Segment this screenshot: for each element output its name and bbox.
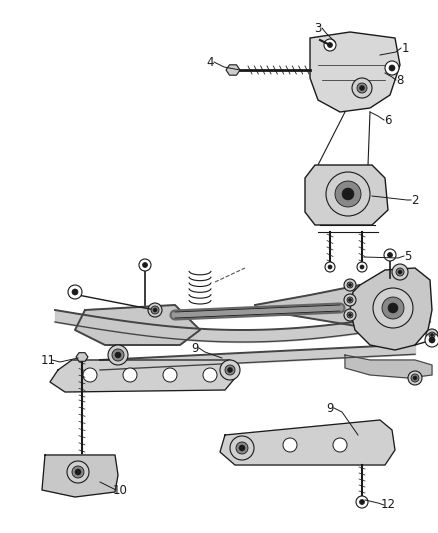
Circle shape <box>227 367 233 373</box>
Polygon shape <box>226 65 240 75</box>
Circle shape <box>426 329 438 341</box>
Circle shape <box>382 297 404 319</box>
Circle shape <box>203 368 217 382</box>
Text: 4: 4 <box>206 55 214 69</box>
Circle shape <box>83 368 97 382</box>
Circle shape <box>429 332 435 338</box>
Polygon shape <box>345 355 432 378</box>
Polygon shape <box>350 268 432 350</box>
Circle shape <box>347 282 353 288</box>
Circle shape <box>148 303 162 317</box>
Circle shape <box>411 374 419 382</box>
Polygon shape <box>310 32 400 112</box>
Circle shape <box>388 253 392 257</box>
Text: 6: 6 <box>384 114 392 126</box>
Circle shape <box>325 262 335 272</box>
Circle shape <box>342 188 354 200</box>
Text: 5: 5 <box>404 249 412 262</box>
Circle shape <box>344 309 356 321</box>
Circle shape <box>425 333 438 347</box>
Circle shape <box>72 466 84 478</box>
Circle shape <box>389 65 395 71</box>
Circle shape <box>429 337 435 343</box>
Circle shape <box>75 469 81 475</box>
Circle shape <box>112 349 124 361</box>
Polygon shape <box>50 360 235 392</box>
Circle shape <box>357 262 367 272</box>
Text: 8: 8 <box>396 74 404 86</box>
Circle shape <box>344 279 356 291</box>
Circle shape <box>392 264 408 280</box>
Circle shape <box>283 438 297 452</box>
Circle shape <box>230 436 254 460</box>
Circle shape <box>139 259 151 271</box>
Polygon shape <box>76 353 88 361</box>
Circle shape <box>236 442 248 454</box>
Circle shape <box>67 461 89 483</box>
Circle shape <box>115 352 121 358</box>
Circle shape <box>398 270 402 274</box>
Circle shape <box>349 313 352 317</box>
Circle shape <box>408 371 422 385</box>
Circle shape <box>153 308 157 312</box>
Circle shape <box>344 294 356 306</box>
Circle shape <box>163 368 177 382</box>
Circle shape <box>324 39 336 51</box>
Circle shape <box>326 172 370 216</box>
Circle shape <box>385 61 399 75</box>
Circle shape <box>360 499 364 505</box>
Text: 9: 9 <box>191 342 199 354</box>
Circle shape <box>333 438 347 452</box>
Circle shape <box>220 360 240 380</box>
Circle shape <box>151 306 159 314</box>
Circle shape <box>360 265 364 269</box>
Circle shape <box>356 496 368 508</box>
Circle shape <box>352 78 372 98</box>
Text: 10: 10 <box>113 483 127 497</box>
Circle shape <box>396 268 404 276</box>
Circle shape <box>123 368 137 382</box>
Text: 3: 3 <box>314 21 321 35</box>
Text: 12: 12 <box>381 498 396 512</box>
Text: 2: 2 <box>411 193 419 206</box>
Circle shape <box>68 285 82 299</box>
Circle shape <box>349 298 352 302</box>
Text: 1: 1 <box>401 42 409 54</box>
Circle shape <box>357 83 367 93</box>
Circle shape <box>347 297 353 303</box>
Circle shape <box>239 445 245 451</box>
Circle shape <box>360 85 364 91</box>
Circle shape <box>384 249 396 261</box>
Circle shape <box>347 312 353 318</box>
Circle shape <box>328 43 332 47</box>
Polygon shape <box>255 285 430 330</box>
Polygon shape <box>42 455 118 497</box>
Circle shape <box>108 345 128 365</box>
Polygon shape <box>305 165 388 225</box>
Circle shape <box>225 365 235 375</box>
Circle shape <box>388 303 398 313</box>
Circle shape <box>142 262 148 268</box>
Circle shape <box>72 289 78 295</box>
Circle shape <box>328 265 332 269</box>
Text: 11: 11 <box>40 353 56 367</box>
Circle shape <box>335 181 361 207</box>
Circle shape <box>413 376 417 380</box>
Circle shape <box>431 334 434 336</box>
Polygon shape <box>220 420 395 465</box>
Polygon shape <box>75 305 200 345</box>
Circle shape <box>349 284 352 287</box>
Text: 9: 9 <box>326 401 334 415</box>
Circle shape <box>373 288 413 328</box>
